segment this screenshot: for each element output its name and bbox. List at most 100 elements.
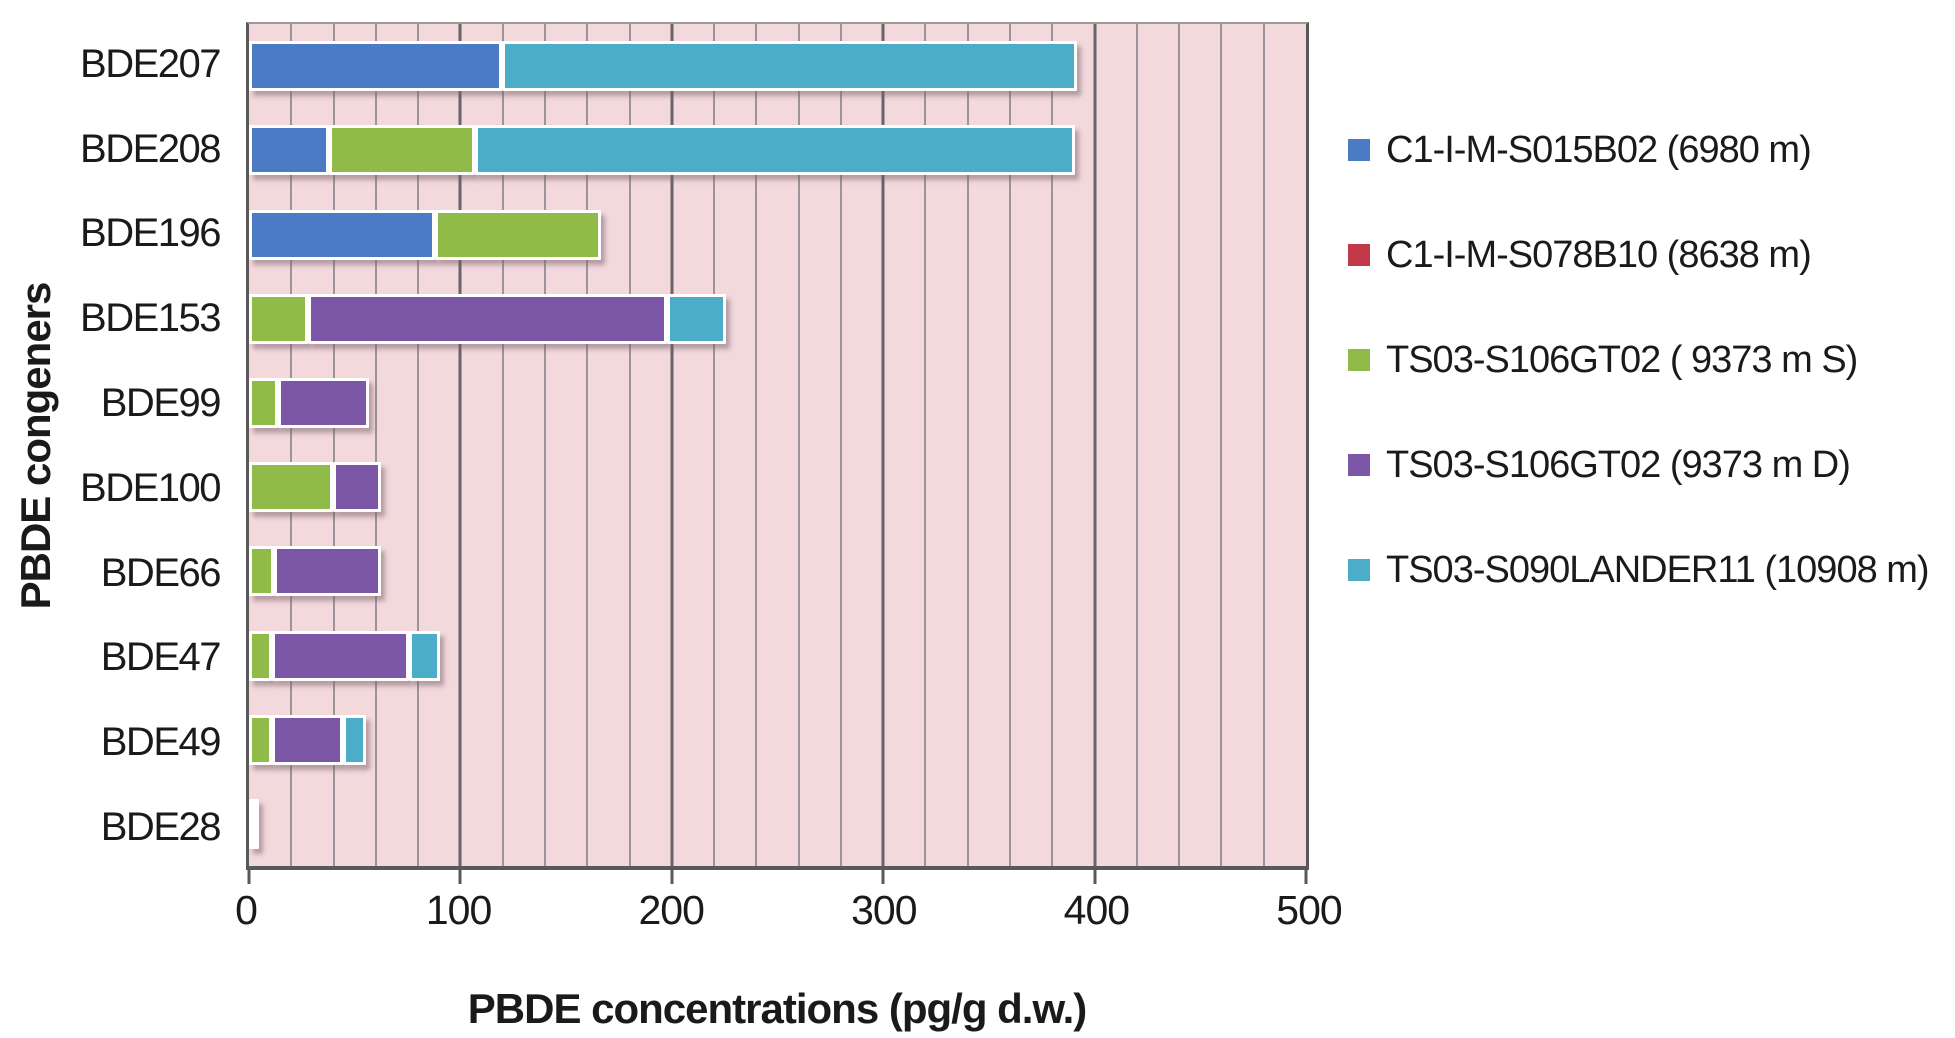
legend-swatch-icon [1348, 139, 1370, 161]
legend-swatch-icon [1348, 349, 1370, 371]
gridline-60 [374, 24, 377, 866]
bar-segment [502, 41, 1077, 92]
bar-stack-bde153 [249, 293, 1306, 344]
gridline-460 [1220, 24, 1223, 866]
bar-segment [249, 630, 272, 681]
bar-row-bde196 [249, 192, 1306, 276]
y-axis-category-labels: BDE207 BDE208 BDE196 BDE153 BDE99 BDE100 BDE66… [0, 22, 232, 870]
bar-row-bde66 [249, 529, 1306, 613]
bar-row-bde28 [249, 782, 1306, 866]
tick-mark-300 [881, 870, 885, 884]
x-tick-label-0: 0 [235, 887, 258, 933]
gridline-400 [1093, 24, 1097, 866]
bar-segment [474, 125, 1075, 176]
category-label-bde66: BDE66 [100, 550, 222, 595]
bar-row-bde49 [249, 698, 1306, 782]
bar-row-bde208 [249, 108, 1306, 192]
category-label-bde196: BDE196 [80, 211, 221, 256]
bar-segment [249, 293, 308, 344]
tick-mark-400 [1093, 870, 1097, 884]
legend-label: TS03-S106GT02 (9373 m D) [1386, 443, 1851, 486]
bar-segment [249, 41, 503, 92]
category-label-bde99: BDE99 [100, 381, 222, 426]
bar-segment [343, 714, 367, 765]
category-label-bde153: BDE153 [80, 296, 221, 341]
legend-swatch-icon [1348, 454, 1370, 476]
category-label-bde207: BDE207 [80, 41, 221, 86]
gridline-280 [839, 24, 842, 866]
legend-item-1: C1-I-M-S015B02 (6980 m) [1348, 128, 1812, 172]
gridline-480 [1262, 24, 1265, 866]
legend-item-5: TS03-S090LANDER11 (10908 m) [1348, 548, 1930, 592]
legend-item-3: TS03-S106GT02 ( 9373 m S) [1348, 338, 1858, 382]
category-label-bde100: BDE100 [80, 465, 221, 510]
gridline-180 [628, 24, 631, 866]
bar-stack-bde207 [249, 41, 1306, 92]
legend-swatch-icon [1348, 559, 1370, 581]
bar-stack-bde49 [249, 714, 1306, 765]
legend: C1-I-M-S015B02 (6980 m) C1-I-M-S078B10 (8… [1348, 0, 1955, 1038]
x-tick-label-500: 500 [1276, 887, 1342, 933]
bar-segment [274, 546, 382, 597]
tick-mark-200 [670, 870, 674, 884]
category-label-bde28: BDE28 [100, 805, 222, 850]
bar-segment [249, 209, 435, 260]
gridline-100 [458, 24, 462, 866]
bar-stack-bde28 [249, 798, 1306, 849]
bar-segment [271, 714, 344, 765]
legend-item-4: TS03-S106GT02 (9373 m D) [1348, 443, 1851, 487]
gridline-220 [713, 24, 716, 866]
bar-segment [249, 462, 334, 513]
bar-stack-bde196 [249, 209, 1306, 260]
x-axis-title: PBDE concentrations (pg/g d.w.) [467, 985, 1087, 1032]
legend-label: C1-I-M-S078B10 (8638 m) [1386, 233, 1812, 276]
bar-stack-bde100 [249, 462, 1306, 513]
bar-stack-bde66 [249, 546, 1306, 597]
bar-segment [434, 209, 602, 260]
tick-mark-500 [1304, 870, 1308, 884]
bar-segment [249, 125, 329, 176]
bar-row-bde100 [249, 445, 1306, 529]
bar-stack-bde47 [249, 630, 1306, 681]
bar-row-bde153 [249, 277, 1306, 361]
bar-rows [249, 24, 1306, 866]
bar-segment [278, 377, 369, 428]
bar-segment [408, 630, 441, 681]
x-tick-label-400: 400 [1063, 887, 1130, 933]
bar-segment-trace [249, 798, 260, 849]
bar-segment [333, 462, 382, 513]
gridline-260 [797, 24, 800, 866]
gridline-340 [966, 24, 969, 866]
bar-segment [249, 714, 272, 765]
gridline-420 [1135, 24, 1138, 866]
bar-segment [249, 377, 279, 428]
tick-mark-100 [458, 870, 462, 884]
legend-item-2: C1-I-M-S078B10 (8638 m) [1348, 233, 1812, 277]
category-label-bde49: BDE49 [100, 720, 222, 765]
gridline-300 [881, 24, 885, 866]
legend-swatch-icon [1348, 244, 1370, 266]
bar-row-bde207 [249, 24, 1306, 108]
gridline-40 [332, 24, 335, 866]
legend-label: TS03-S106GT02 ( 9373 m S) [1386, 338, 1858, 381]
bar-segment [307, 293, 667, 344]
gridline-380 [1051, 24, 1054, 866]
plot-area [246, 22, 1309, 884]
bar-segment [271, 630, 409, 681]
gridline-20 [290, 24, 293, 866]
legend-label: C1-I-M-S015B02 (6980 m) [1386, 128, 1812, 171]
bar-segment [666, 293, 726, 344]
gridline-160 [586, 24, 589, 866]
bar-segment [328, 125, 475, 176]
gridline-440 [1178, 24, 1181, 866]
bar-stack-bde208 [249, 125, 1306, 176]
tick-mark-0 [247, 870, 251, 884]
bar-segment [249, 546, 275, 597]
gridline-200 [670, 24, 674, 866]
gridline-140 [543, 24, 546, 866]
gridline-240 [755, 24, 758, 866]
x-tick-label-200: 200 [638, 887, 704, 933]
bar-stack-bde99 [249, 377, 1306, 428]
gridline-320 [924, 24, 927, 866]
